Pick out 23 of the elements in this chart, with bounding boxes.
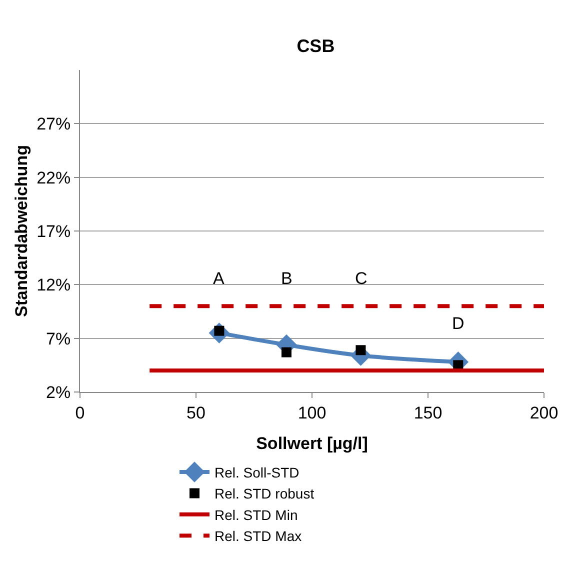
chart-title: CSB: [296, 36, 335, 56]
legend-label: Rel. Soll-STD: [214, 464, 300, 480]
x-tick-label: 200: [530, 403, 558, 422]
y-tick-label: 12%: [36, 276, 71, 295]
x-tick-label: 150: [414, 403, 442, 422]
annotation: D: [452, 314, 464, 333]
x-axis-title: Sollwert [µg/l]: [256, 434, 368, 453]
y-tick-label: 7%: [46, 329, 71, 348]
y-tick-label: 17%: [36, 222, 71, 241]
y-tick-label: 27%: [36, 114, 71, 134]
x-tick-label: 100: [298, 403, 326, 422]
legend-label: Rel. STD robust: [214, 486, 314, 502]
y-tick-label: 2%: [46, 382, 71, 402]
y-tick-label: 22%: [36, 168, 71, 188]
annotation: A: [213, 269, 225, 288]
y-axis-title: Standardabweichung: [12, 145, 32, 317]
x-tick-label: 50: [186, 403, 206, 422]
annotation: C: [355, 269, 368, 288]
annotation: B: [281, 269, 292, 288]
legend-label: Rel. STD Max: [214, 528, 302, 544]
legend-label: Rel. STD Min: [214, 506, 298, 523]
point: [281, 347, 292, 358]
x-tick-label: 0: [75, 403, 85, 422]
